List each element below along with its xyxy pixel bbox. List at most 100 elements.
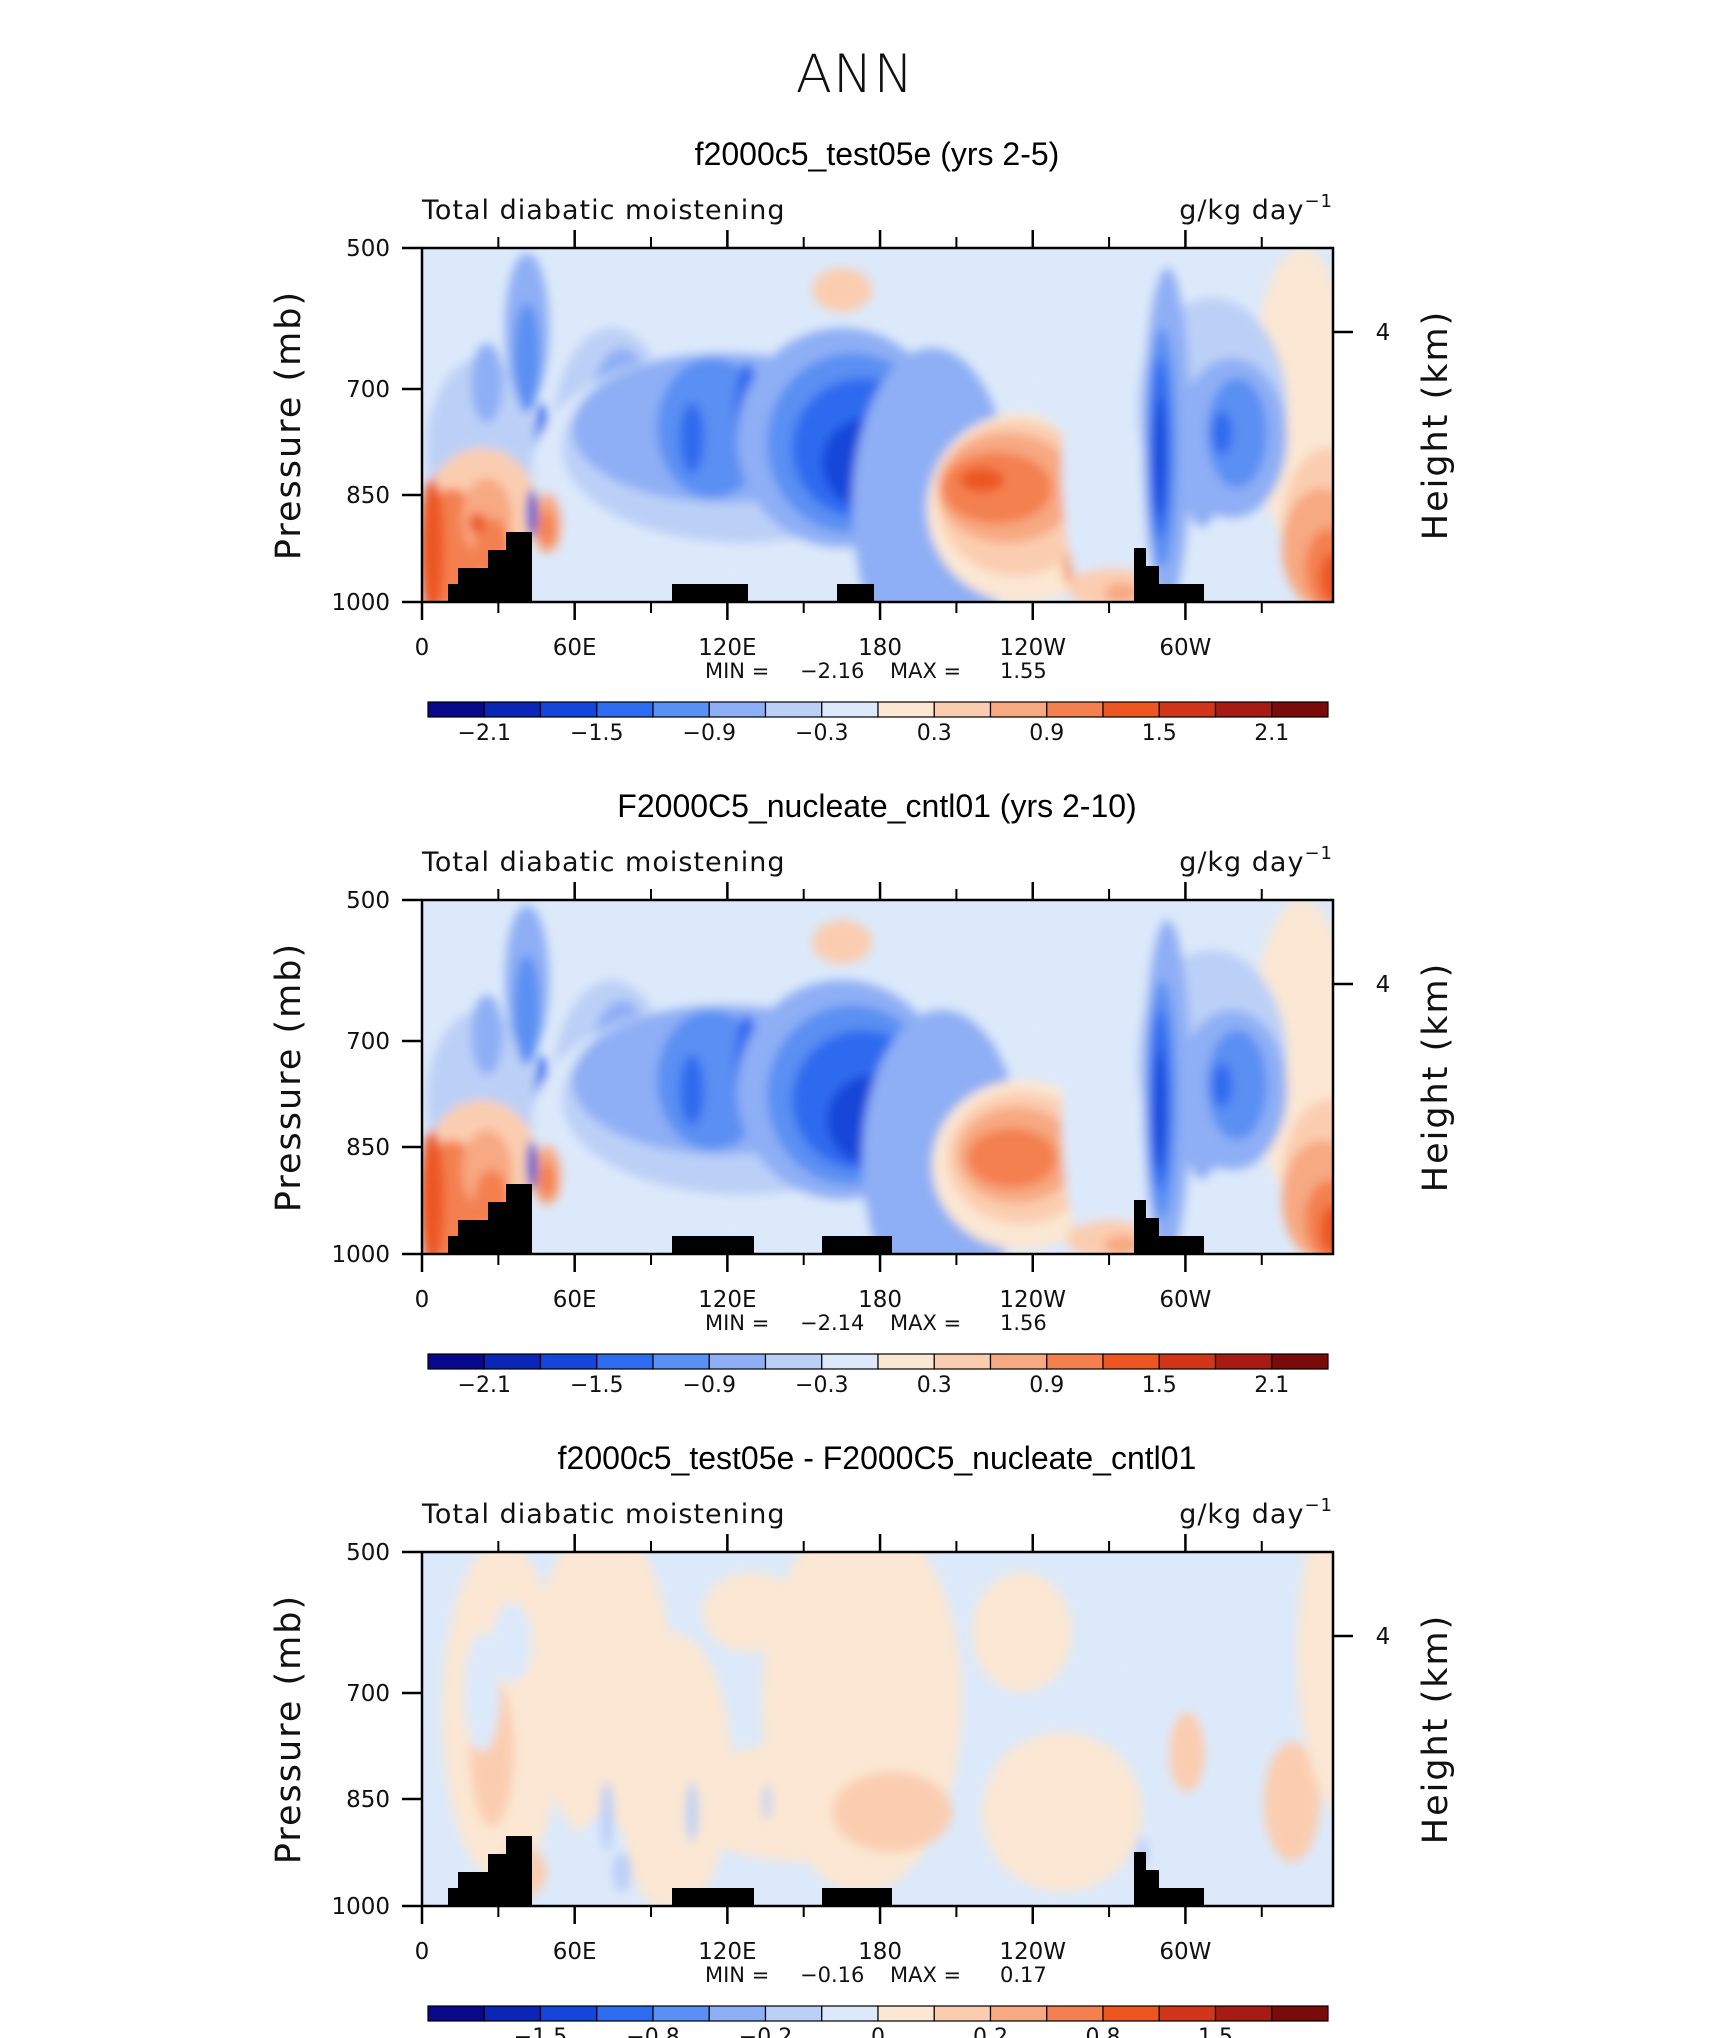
x-tick-label: 120E bbox=[698, 635, 756, 661]
topography bbox=[1159, 1236, 1204, 1254]
colorbar-swatch bbox=[821, 701, 879, 718]
topography bbox=[448, 1888, 458, 1906]
colorbar-label: 0 bbox=[871, 2025, 885, 2038]
colorbar-swatch bbox=[652, 701, 710, 718]
colorbar-swatch bbox=[483, 1353, 542, 1370]
contour-region bbox=[612, 1632, 732, 1906]
colorbar-swatch bbox=[539, 2005, 598, 2022]
contour-region bbox=[492, 1602, 532, 1682]
contour-region bbox=[1297, 1552, 1333, 1812]
y2-tick-label: 4 bbox=[1376, 972, 1391, 998]
topography bbox=[837, 584, 874, 602]
topography bbox=[1146, 1218, 1159, 1254]
min-label: MIN = bbox=[705, 659, 769, 683]
contour-region bbox=[1212, 1063, 1232, 1107]
contour-region bbox=[1104, 583, 1140, 602]
min-label: MIN = bbox=[705, 1963, 769, 1987]
contour-region bbox=[612, 1852, 632, 1892]
units-exponent: −1 bbox=[1304, 1495, 1333, 1516]
panel-2: F2000C5_nucleate_cntl01 (yrs 2-10) Total … bbox=[269, 788, 1456, 1398]
colorbar-swatch bbox=[539, 1353, 598, 1370]
topography bbox=[822, 1888, 892, 1906]
x-tick-label: 180 bbox=[858, 635, 902, 661]
contour-region bbox=[469, 513, 485, 533]
topography bbox=[458, 1872, 488, 1906]
y-tick-label: 500 bbox=[346, 1540, 390, 1566]
contour-region bbox=[1207, 1030, 1267, 1140]
colorbar-swatch bbox=[596, 701, 654, 718]
colorbar-label: −2.1 bbox=[458, 1373, 511, 1398]
topography bbox=[1134, 1852, 1146, 1906]
topography bbox=[488, 550, 508, 602]
units-label: g/kg day−1 bbox=[1179, 191, 1333, 226]
y-tick-label: 700 bbox=[346, 377, 390, 403]
contour-region bbox=[527, 488, 537, 538]
colorbar-label: 2.1 bbox=[1254, 721, 1289, 746]
contour-region bbox=[1154, 1050, 1166, 1170]
y-tick-label: 700 bbox=[346, 1681, 390, 1707]
topography bbox=[458, 1220, 488, 1254]
topography bbox=[1134, 1200, 1146, 1254]
y-axis-title: Pressure (mb) bbox=[269, 942, 309, 1212]
colorbar-swatch bbox=[708, 701, 767, 718]
x-tick-label: 120W bbox=[999, 1939, 1066, 1965]
min-label: MIN = bbox=[705, 1311, 769, 1335]
colorbar-label: 0.3 bbox=[917, 721, 952, 746]
colorbar-label: −1.5 bbox=[514, 2025, 567, 2038]
contour-region bbox=[1104, 1235, 1140, 1254]
contour-region bbox=[812, 920, 872, 964]
plot-frame bbox=[420, 898, 1335, 1256]
plot-frame bbox=[420, 1550, 1335, 1908]
plot-frame bbox=[420, 246, 1335, 604]
contour-region bbox=[539, 510, 555, 546]
y2-axis-title: Height (km) bbox=[1416, 1614, 1456, 1845]
x-tick-label: 0 bbox=[415, 1939, 430, 1965]
contour-region bbox=[1207, 378, 1267, 488]
topography bbox=[488, 1854, 508, 1906]
variable-label: Total diabatic moistening bbox=[421, 195, 785, 226]
y-axis-title: Pressure (mb) bbox=[269, 290, 309, 560]
x-tick-label: 120W bbox=[999, 1287, 1066, 1313]
topography bbox=[1159, 584, 1204, 602]
y-tick-label: 700 bbox=[346, 1029, 390, 1055]
min-value: −0.16 bbox=[800, 1963, 864, 1987]
x-tick-label: 120W bbox=[999, 635, 1066, 661]
colorbar-label: 0.8 bbox=[1086, 2025, 1121, 2038]
colorbar-swatch bbox=[1214, 2005, 1273, 2022]
contour-region bbox=[680, 1055, 704, 1125]
topography bbox=[672, 1888, 754, 1906]
contour-region bbox=[1264, 1742, 1320, 1862]
topography bbox=[1134, 548, 1146, 602]
colorbar-label: −1.5 bbox=[570, 1373, 623, 1398]
colorbar-label: 0.9 bbox=[1029, 1373, 1064, 1398]
colorbar-swatch bbox=[1271, 701, 1329, 718]
colorbar-swatch bbox=[708, 1353, 767, 1370]
main-title: ANN bbox=[796, 44, 915, 105]
contour-region bbox=[514, 303, 540, 413]
colorbar-swatch bbox=[652, 1353, 710, 1370]
x-tick-label: 60E bbox=[553, 1287, 597, 1313]
y2-tick-label: 4 bbox=[1376, 320, 1391, 346]
x-tick-label: 120E bbox=[698, 1287, 756, 1313]
colorbar-label: −1.5 bbox=[570, 721, 623, 746]
colorbar-label: −0.8 bbox=[626, 2025, 679, 2038]
min-value: −2.16 bbox=[800, 659, 864, 683]
y2-tick-label: 4 bbox=[1376, 1624, 1391, 1650]
contour-field bbox=[422, 900, 1333, 1254]
units-text: g/kg day bbox=[1179, 1499, 1304, 1530]
x-tick-label: 180 bbox=[858, 1939, 902, 1965]
colorbar-swatch bbox=[764, 1353, 823, 1370]
panel-1: f2000c5_test05e (yrs 2-5) Total diabatic … bbox=[269, 136, 1456, 746]
contour-region bbox=[471, 343, 503, 423]
topography bbox=[522, 564, 530, 602]
colorbar-label: −0.2 bbox=[739, 2025, 792, 2038]
topography bbox=[458, 568, 488, 602]
colorbar-swatch bbox=[1046, 701, 1104, 718]
topography bbox=[522, 1868, 530, 1906]
colorbar-swatch bbox=[1214, 1353, 1273, 1370]
colorbar: −2.1 −1.5 −0.9 −0.3 0.3 0.9 1.5 2.1 bbox=[427, 1353, 1329, 1398]
contour-region bbox=[832, 1792, 892, 1832]
colorbar-swatch bbox=[1102, 1353, 1160, 1370]
contour-region bbox=[514, 955, 540, 1065]
x-tick-label: 60W bbox=[1159, 635, 1211, 661]
